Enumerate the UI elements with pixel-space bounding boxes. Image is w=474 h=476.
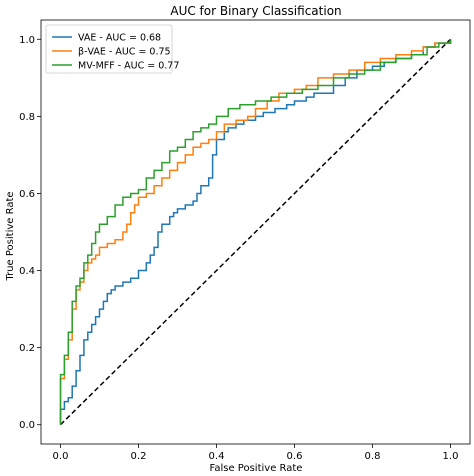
series-line-3: [59, 39, 452, 425]
x-tick-label: 0.8: [365, 451, 381, 462]
x-tick-label: 0.6: [287, 451, 303, 462]
plot-frame: [40, 19, 471, 445]
x-tick-label: 0.0: [53, 451, 69, 462]
y-tick-label: 0.6: [19, 189, 35, 200]
legend-entries: VAE - AUC = 0.68 β-VAE - AUC = 0.75 MV-MFF…: [52, 33, 179, 72]
x-axis-label: False Positive Rate: [210, 463, 303, 474]
baseline-diagonal: [59, 38, 452, 426]
series-line-1: [59, 39, 452, 425]
legend: VAE - AUC = 0.68 β-VAE - AUC = 0.75 MV-MFF…: [45, 24, 179, 74]
y-tick-label: 0.8: [19, 112, 35, 123]
y-tick-label: 1.0: [19, 35, 35, 46]
y-tick-label: 0.2: [19, 343, 35, 354]
legend-box: [45, 24, 173, 74]
axis-ticks: 0.0 0.2 0.4 0.6 0.8 1.0 0.0 0.2 0.4 0.6 0.8 1.0: [19, 35, 458, 462]
x-tick-label: 1.0: [443, 451, 459, 462]
legend-label: VAE - AUC = 0.68: [78, 33, 161, 44]
y-tick-label: 0.4: [19, 266, 35, 277]
legend-label: β-VAE - AUC = 0.75: [78, 47, 171, 58]
legend-label: MV-MFF - AUC = 0.77: [78, 61, 179, 72]
y-tick-label: 0.0: [19, 420, 35, 431]
y-axis-label: True Positive Rate: [5, 191, 16, 281]
plot-area: 0.0 0.2 0.4 0.6 0.8 1.0 0.0 0.2 0.4 0.6 0.8 1.0: [19, 19, 471, 462]
chart-title: AUC for Binary Classification: [170, 4, 341, 18]
x-tick-label: 0.2: [131, 451, 147, 462]
x-tick-label: 0.4: [209, 451, 225, 462]
series-lines: [59, 39, 452, 425]
